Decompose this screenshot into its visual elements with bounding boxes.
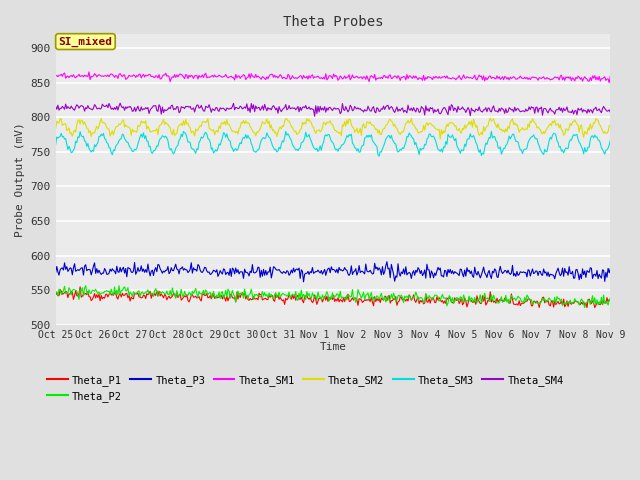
- Title: Theta Probes: Theta Probes: [283, 15, 383, 29]
- Legend: Theta_P1, Theta_P2, Theta_P3, Theta_SM1, Theta_SM2, Theta_SM3, Theta_SM4: Theta_P1, Theta_P2, Theta_P3, Theta_SM1,…: [43, 371, 568, 406]
- Text: SI_mixed: SI_mixed: [58, 36, 113, 47]
- Y-axis label: Probe Output (mV): Probe Output (mV): [15, 122, 25, 237]
- X-axis label: Time: Time: [319, 342, 346, 352]
